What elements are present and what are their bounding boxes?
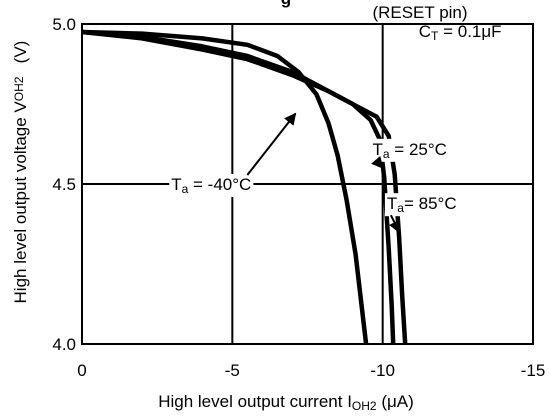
series-label-background	[169, 174, 254, 197]
chart-subtitle: (RESET pin)	[372, 3, 467, 22]
annotation-arrow-0	[246, 112, 297, 176]
grid	[82, 24, 533, 344]
series-line-2	[81, 29, 408, 345]
y-tick-labels: 5.0 4.5 4.0	[52, 15, 76, 354]
x-axis-label: High level output current IOH2 (μA)	[158, 392, 414, 413]
plot-frame	[81, 23, 534, 345]
series-label-background	[370, 138, 449, 162]
x-tick-label: -15	[521, 361, 546, 380]
series-lines	[81, 29, 408, 345]
series-label-1: Ta = 25°C	[373, 140, 447, 161]
y-tick-label: 4.5	[52, 175, 76, 194]
y-axis-unit: (V)	[11, 41, 30, 64]
x-tick-label: -10	[370, 361, 395, 380]
y-tick-label: 5.0	[52, 15, 76, 34]
annotation-arrow-1	[371, 155, 384, 169]
y-axis-label: High level output voltage VOH2	[11, 76, 30, 303]
y-tick-label: 4.0	[52, 335, 76, 354]
x-tick-label: -5	[225, 361, 240, 380]
chart-title-fragment: g	[281, 0, 291, 8]
x-tick-label: 0	[77, 361, 86, 380]
x-tick-labels: 0 -5 -10 -15	[77, 361, 545, 380]
series-label-0: Ta = -40°C	[171, 175, 251, 196]
series-line-0	[81, 29, 369, 345]
condition-label: CT = 0.1μF	[419, 22, 502, 43]
annotations: Ta = -40°C Ta = 25°C Ta= 85°C	[169, 112, 459, 234]
series-label-2: Ta= 85°C	[387, 194, 457, 215]
annotation-arrow-2	[389, 214, 401, 234]
series-label-background	[384, 193, 459, 217]
